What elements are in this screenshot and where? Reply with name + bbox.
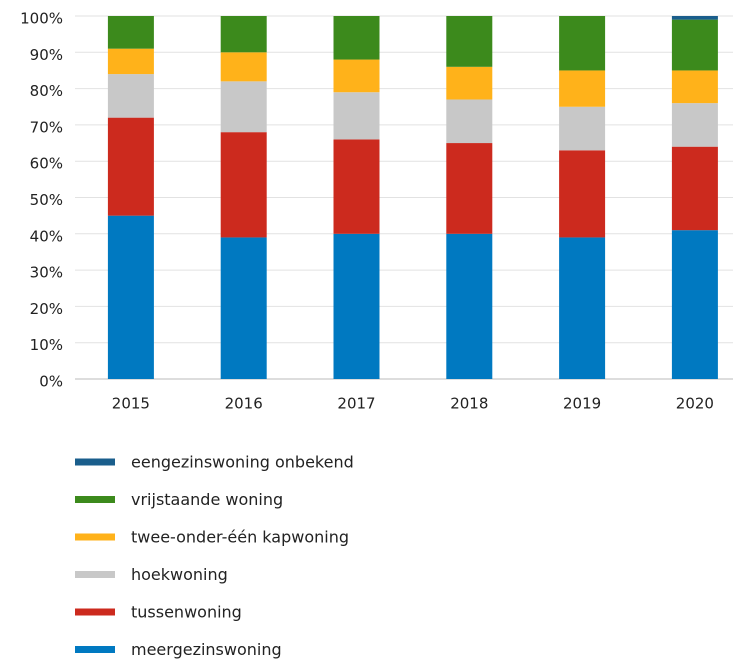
bar-segment [220, 16, 267, 53]
y-tick-label: 100% [20, 10, 63, 28]
legend-swatch [75, 458, 115, 466]
bar-segment [559, 16, 606, 71]
y-tick-label: 90% [30, 46, 63, 64]
legend-swatch [75, 571, 115, 578]
x-tick-label: 2019 [563, 395, 601, 413]
bar-segment [671, 103, 718, 147]
bar-segment [107, 215, 154, 379]
bar-segment [559, 150, 606, 238]
bar-segment [107, 48, 154, 75]
bar-segment [107, 117, 154, 216]
bar-segment [559, 70, 606, 107]
bar-segment [220, 52, 267, 82]
bar-segment [671, 146, 718, 231]
bar-segment [107, 74, 154, 118]
bar-segment [446, 99, 493, 144]
y-tick-label: 60% [30, 155, 63, 173]
bar-segment [333, 16, 380, 60]
x-tick-label: 2018 [450, 395, 488, 413]
bar-segment [671, 19, 718, 71]
y-tick-label: 70% [30, 118, 63, 136]
legend-label: tussenwoning [131, 603, 242, 622]
bar-segment [107, 16, 154, 49]
x-tick-label: 2020 [676, 395, 714, 413]
y-tick-label: 80% [30, 82, 63, 100]
y-tick-label: 30% [30, 264, 63, 282]
y-tick-label: 10% [30, 336, 63, 354]
y-tick-label: 50% [30, 191, 63, 209]
y-tick-label: 0% [39, 373, 63, 391]
bar-segment [446, 66, 493, 100]
bar-segment [559, 106, 606, 151]
legend-label: vrijstaande woning [131, 490, 283, 509]
bar-segment [220, 132, 267, 238]
legend-swatch [75, 646, 115, 653]
legend-swatch [75, 496, 115, 503]
bar-segment [559, 237, 606, 379]
bar-segment [333, 139, 380, 234]
legend-label: eengezinswoning onbekend [131, 453, 354, 472]
x-tick-label: 2017 [337, 395, 375, 413]
y-tick-label: 40% [30, 227, 63, 245]
bar-segment [333, 59, 380, 93]
legend-swatch [75, 608, 115, 616]
legend-swatch [75, 533, 115, 541]
x-tick-label: 2016 [225, 395, 263, 413]
bar-segment [446, 143, 493, 234]
bar-segment [220, 237, 267, 379]
bar-segment [671, 230, 718, 379]
bar-segment [333, 233, 380, 379]
bar-segment [671, 16, 718, 20]
bar-segment [220, 81, 267, 133]
x-tick-label: 2015 [112, 395, 150, 413]
legend-label: hoekwoning [131, 565, 228, 584]
bar-segment [333, 92, 380, 140]
bar-segment [671, 70, 718, 104]
bar-segment [446, 233, 493, 379]
legend-label: twee-onder-één kapwoning [131, 528, 349, 547]
y-tick-label: 20% [30, 300, 63, 318]
bar-segment [446, 16, 493, 67]
legend-label: meergezinswoning [131, 640, 282, 659]
